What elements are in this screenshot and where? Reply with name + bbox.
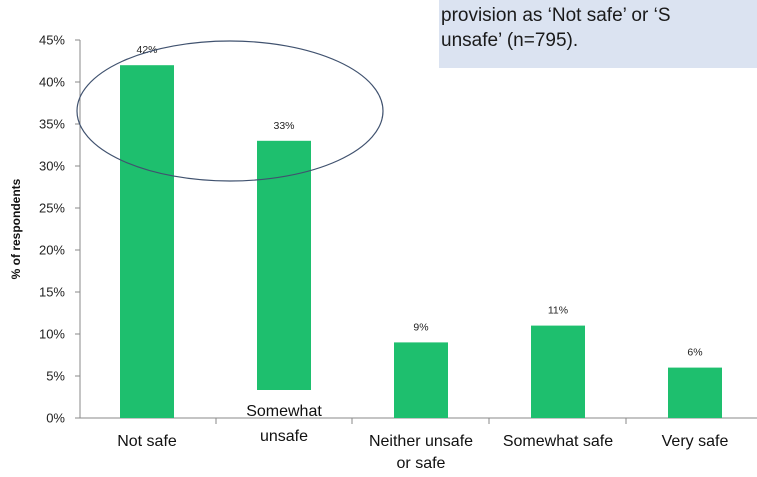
y-tick-label: 30% <box>39 159 65 174</box>
y-tick-label: 45% <box>39 33 65 48</box>
callout-box: provision as ‘Not safe’ or ‘S unsafe’ (n… <box>439 0 757 68</box>
y-tick-label: 35% <box>39 117 65 132</box>
category-label: Somewhat <box>246 403 322 420</box>
bar-value-label: 11% <box>548 305 568 317</box>
category-label: Very safe <box>662 433 729 450</box>
category-label: or safe <box>397 455 446 472</box>
callout-line-2: unsafe’ (n=795). <box>441 30 579 51</box>
bar <box>668 367 722 418</box>
category-label: unsafe <box>260 428 308 445</box>
y-tick-label: 15% <box>39 285 65 300</box>
bar-value-label: 33% <box>273 120 294 132</box>
y-tick-label: 40% <box>39 75 65 90</box>
bar-value-label: 9% <box>413 321 428 333</box>
highlight-ellipse <box>76 40 384 182</box>
y-tick-label: 10% <box>39 327 65 342</box>
category-label: Somewhat safe <box>503 433 613 450</box>
bar-value-label: 6% <box>687 347 702 359</box>
bar <box>394 342 448 418</box>
bar <box>531 325 585 418</box>
category-label: Not safe <box>117 433 177 450</box>
y-tick-label: 5% <box>46 369 65 384</box>
y-axis-label: % of respondents <box>9 178 23 279</box>
y-tick-label: 25% <box>39 201 65 216</box>
category-label: Neither unsafe <box>369 433 473 450</box>
callout-line-1: provision as ‘Not safe’ or ‘S <box>441 5 671 26</box>
y-tick-label: 20% <box>39 243 65 258</box>
bar <box>120 65 174 418</box>
bar <box>257 140 311 390</box>
y-tick-label: 0% <box>46 411 65 426</box>
